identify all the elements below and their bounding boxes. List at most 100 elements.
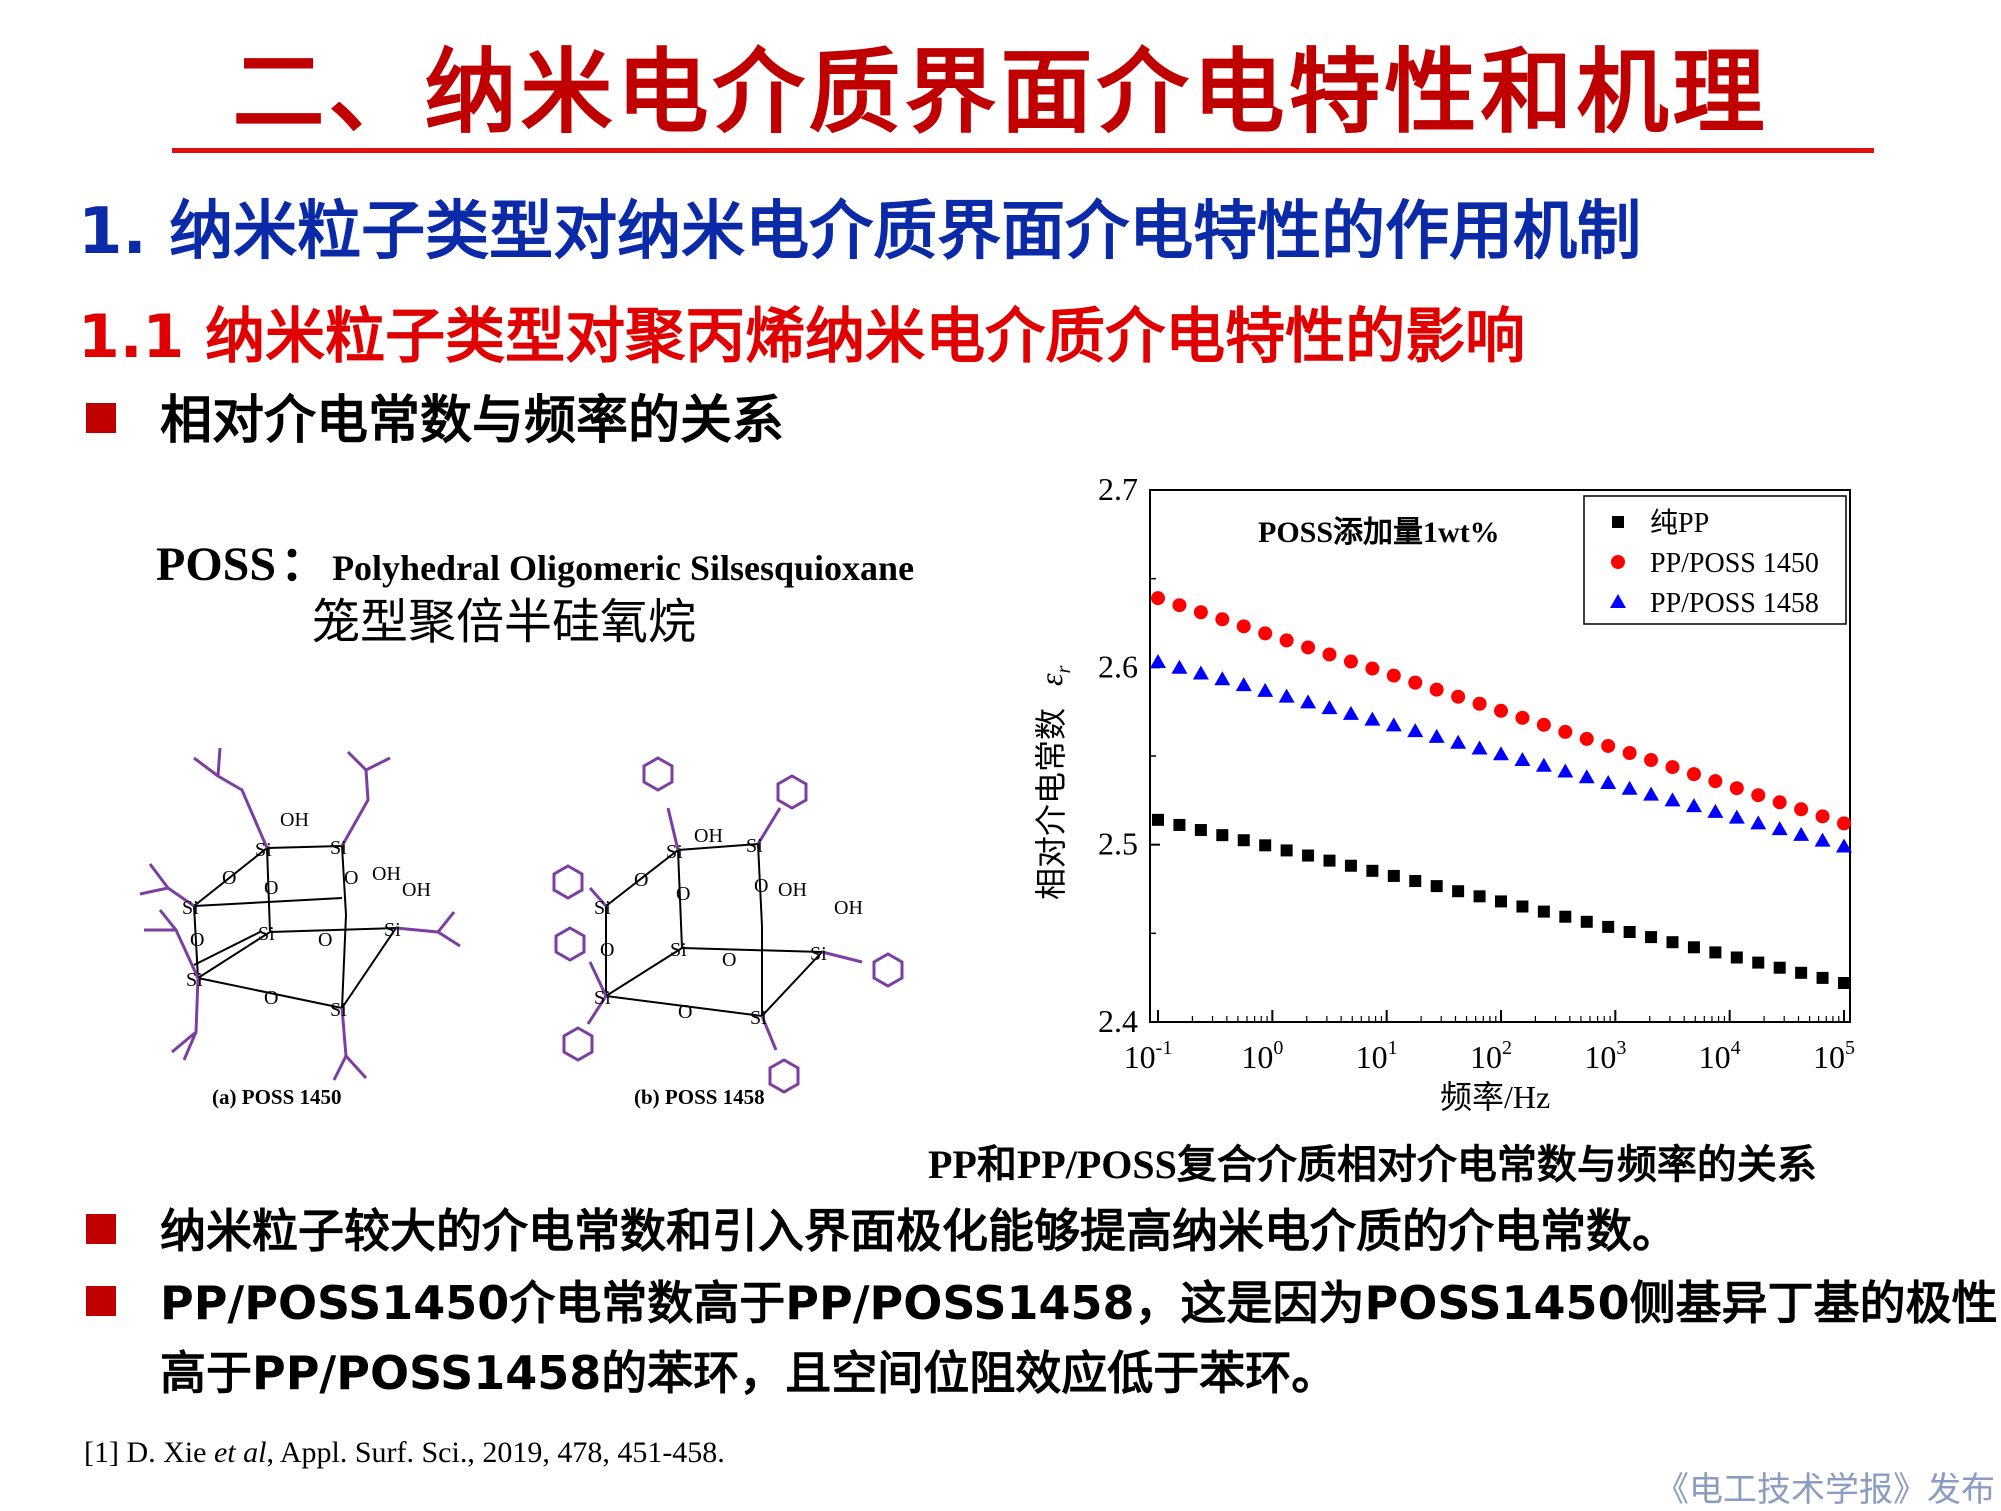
atom-oh: OH	[834, 897, 863, 919]
atom-si: Si	[186, 969, 203, 991]
data-point	[1430, 880, 1443, 893]
data-point	[1645, 931, 1658, 944]
data-point	[1236, 619, 1251, 634]
data-point	[1557, 763, 1574, 778]
data-point	[1194, 824, 1207, 837]
data-point	[1838, 976, 1850, 989]
atom-si: Si	[750, 1007, 767, 1029]
atom-si: Si	[384, 919, 401, 941]
data-point	[1321, 700, 1338, 715]
data-point	[1409, 875, 1422, 888]
data-point	[1300, 694, 1317, 709]
data-point	[1428, 728, 1445, 743]
data-point	[1793, 826, 1810, 841]
legend-box	[1583, 495, 1847, 625]
chart-legend: 纯PP PP/POSS 1450 PP/POSS 1458	[1583, 495, 1847, 625]
atom-o: O	[190, 929, 204, 951]
data-point	[1752, 956, 1765, 969]
data-point	[1666, 936, 1679, 949]
atom-si: Si	[746, 835, 763, 857]
data-point	[1558, 724, 1573, 739]
y-axis-symbol: εr	[1033, 665, 1075, 686]
data-point	[1471, 740, 1488, 755]
poss-1450-isobutyl-groups	[139, 747, 461, 1081]
poss-1450-label: (a) POSS 1450	[212, 1085, 342, 1109]
x-axis: 10-1 100 101 102 103 104 105	[1124, 1010, 1855, 1075]
data-point	[1707, 803, 1724, 818]
slide-title: 二、纳米电介质界面介电特性和机理	[232, 39, 1769, 146]
data-point	[1193, 605, 1208, 620]
bullet-text: 纳米粒子较大的介电常数和引入界面极化能够提高纳米电介质的介电常数。	[160, 1204, 1678, 1258]
y-tick-label: 2.6	[1098, 648, 1138, 684]
data-point	[1451, 689, 1466, 704]
atom-oh: OH	[402, 879, 431, 901]
data-point	[1643, 786, 1660, 801]
series-0	[1152, 813, 1850, 989]
data-point	[1814, 832, 1831, 847]
data-point	[1342, 705, 1359, 720]
data-point	[1600, 775, 1617, 790]
data-point	[1429, 682, 1444, 697]
y-axis-label: 相对介电常数	[1033, 708, 1069, 900]
data-point	[1535, 757, 1552, 772]
data-point	[1257, 682, 1274, 697]
atom-oh: OH	[694, 825, 723, 847]
legend-marker	[1612, 516, 1624, 528]
data-point	[1258, 626, 1273, 641]
data-point	[1816, 971, 1829, 984]
atom-o: O	[634, 869, 648, 891]
data-point	[1259, 839, 1272, 852]
x-tick-label: 102	[1470, 1037, 1512, 1075]
data-point	[1728, 809, 1745, 824]
data-point	[1578, 769, 1595, 784]
data-point	[1794, 802, 1809, 817]
publisher-watermark: 《电工技术学报》发布	[1655, 1470, 1995, 1510]
x-tick-label: 10-1	[1124, 1037, 1173, 1075]
data-point	[1836, 838, 1852, 853]
data-point	[1343, 654, 1358, 669]
atom-o: O	[676, 883, 690, 905]
poss-structure-diagrams: Si Si Si Si Si Si Si OH OH OH O O O O O …	[139, 747, 904, 1109]
bullet-item-topic: 相对介电常数与频率的关系	[86, 378, 784, 453]
data-point	[1214, 671, 1231, 686]
legend-marker	[1611, 555, 1625, 569]
data-point	[1514, 751, 1531, 766]
data-point	[1279, 633, 1294, 648]
data-point	[1192, 665, 1209, 680]
data-point	[1344, 859, 1357, 872]
data-point	[1408, 675, 1423, 690]
data-point	[1751, 788, 1766, 803]
atom-oh: OH	[372, 863, 401, 885]
data-point	[1729, 781, 1744, 796]
bullet-text: PP/POSS1450介电常数高于PP/POSS1458，这是因为POSS145…	[160, 1276, 1998, 1330]
data-point	[1750, 815, 1767, 830]
data-point	[1622, 746, 1637, 761]
y-axis-symbol-main: ε	[1033, 673, 1069, 686]
atom-si: Si	[255, 839, 272, 861]
poss-abbreviation: POSS	[156, 538, 277, 591]
x-tick-label: 105	[1813, 1037, 1855, 1075]
data-point	[1322, 647, 1337, 662]
atom-si: Si	[666, 841, 683, 863]
data-point	[1386, 668, 1401, 683]
bullet-square-icon	[86, 403, 116, 433]
data-point	[1709, 946, 1722, 959]
y-axis-symbol-sub: r	[1053, 665, 1075, 673]
data-point	[1536, 717, 1551, 732]
data-point	[1772, 795, 1787, 810]
chart-annotation: POSS添加量1wt%	[1258, 516, 1500, 549]
data-point	[1171, 659, 1188, 674]
legend-label-pp-poss-1458: PP/POSS 1458	[1650, 588, 1819, 619]
poss-1458-phenyl-groups	[552, 756, 904, 1094]
data-point	[1301, 640, 1316, 655]
data-point	[1515, 710, 1530, 725]
data-point	[1771, 821, 1788, 836]
data-point	[1278, 688, 1295, 703]
data-point	[1237, 834, 1250, 847]
reference-prefix: [1] D. Xie	[84, 1436, 214, 1469]
poss-1458-label: (b) POSS 1458	[634, 1085, 765, 1109]
data-point	[1602, 920, 1615, 933]
data-point	[1452, 885, 1465, 898]
bullet-item-1: 纳米粒子较大的介电常数和引入界面极化能够提高纳米电介质的介电常数。	[86, 1196, 1678, 1266]
atom-o: O	[678, 1001, 692, 1023]
